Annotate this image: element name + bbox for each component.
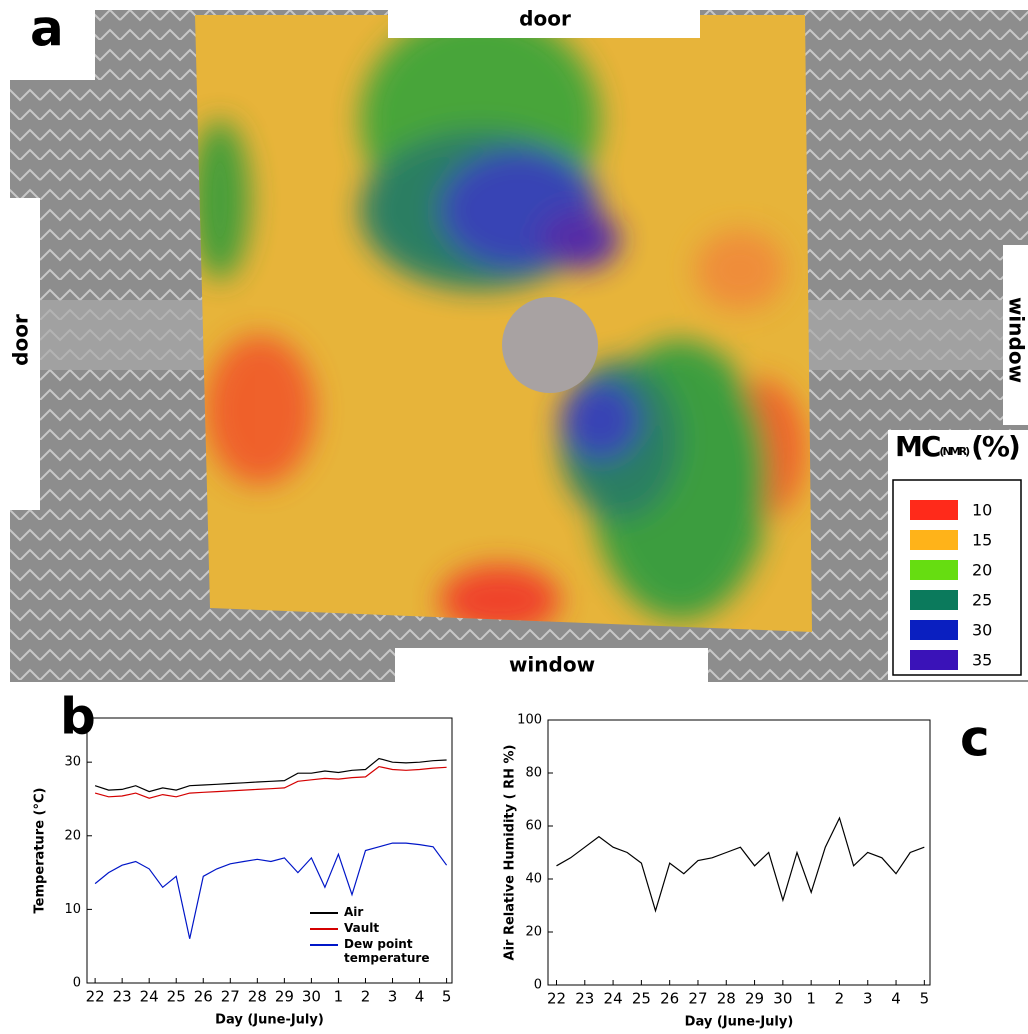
x-tick-label: 26 (194, 988, 213, 1006)
label-bg (0, 198, 40, 510)
x-tick-label: 27 (688, 990, 707, 1008)
map-label: window (509, 653, 595, 677)
legend-label: 35 (972, 651, 992, 670)
x-tick-label: 25 (632, 990, 651, 1008)
legend-swatch (910, 500, 958, 520)
panel-label: c (960, 710, 990, 768)
legend-entry: Dew point temperature (310, 937, 430, 965)
panel-label: a (30, 0, 64, 58)
x-tick-label: 23 (575, 990, 594, 1008)
x-tick-label: 24 (140, 988, 159, 1006)
x-tick-label: 22 (547, 990, 566, 1008)
y-tick-label: 20 (64, 828, 81, 843)
legend-swatch (910, 650, 958, 670)
x-tick-label: 5 (920, 990, 930, 1008)
legend-swatch (310, 944, 338, 946)
legend-swatch (910, 530, 958, 550)
x-tick-label: 30 (773, 990, 792, 1008)
map-label: window (1005, 297, 1028, 383)
x-tick-label: 22 (86, 988, 105, 1006)
legend-label: Air (344, 905, 364, 919)
label-bg (395, 648, 708, 685)
y-tick-label: 30 (64, 755, 81, 770)
x-axis-label: Day (June-July) (215, 1013, 324, 1028)
x-tick-label: 3 (863, 990, 873, 1008)
x-tick-label: 1 (806, 990, 816, 1008)
x-tick-label: 26 (660, 990, 679, 1008)
x-tick-label: 27 (221, 988, 240, 1006)
series-line (94, 842, 448, 939)
legend: Air Vault Dew point temperature (310, 905, 430, 967)
legend-title-main: MC (895, 430, 940, 463)
x-tick-label: 2 (361, 988, 371, 1006)
x-tick-label: 3 (388, 988, 398, 1006)
label-bg (388, 0, 700, 38)
moisture-overlay (195, 15, 812, 632)
label-bg (1003, 245, 1028, 425)
legend-entry: Air (310, 905, 422, 919)
x-axis-label: Day (June-July) (685, 1015, 794, 1030)
panel-label: b (60, 688, 96, 746)
x-tick-label: 30 (302, 988, 321, 1006)
legend-label: 30 (972, 621, 992, 640)
map-label: door (9, 314, 33, 366)
x-tick-label: 25 (167, 988, 186, 1006)
x-tick-label: 29 (275, 988, 294, 1006)
x-tick-label: 4 (415, 988, 425, 1006)
legend-label: 15 (972, 531, 992, 550)
legend-title: MC(NMR) (%) (895, 430, 1019, 463)
y-tick-label: 0 (73, 976, 81, 991)
legend-label: 25 (972, 591, 992, 610)
y-tick-label: 80 (525, 766, 542, 781)
x-tick-label: 29 (745, 990, 764, 1008)
plot-frame (86, 717, 453, 984)
x-tick-label: 1 (334, 988, 344, 1006)
legend-label: Vault (344, 921, 380, 935)
y-tick-label: 0 (534, 978, 542, 993)
legend-label: 20 (972, 561, 992, 580)
x-tick-label: 28 (717, 990, 736, 1008)
series-line (556, 816, 925, 913)
legend-entry: Vault (310, 921, 422, 935)
x-tick-label: 28 (248, 988, 267, 1006)
y-tick-label: 20 (525, 925, 542, 940)
y-axis-label: Temperature (°C) (33, 788, 48, 914)
y-tick-label: 60 (525, 819, 542, 834)
x-tick-label: 4 (891, 990, 901, 1008)
legend-swatch (910, 620, 958, 640)
x-tick-label: 2 (835, 990, 845, 1008)
x-tick-label: 5 (442, 988, 452, 1006)
y-tick-label: 10 (64, 902, 81, 917)
y-tick-label: 100 (517, 713, 542, 728)
series-line (94, 765, 447, 799)
series-line (94, 757, 447, 793)
legend-label: 10 (972, 501, 992, 520)
legend-title-unit: (%) (971, 430, 1019, 463)
map-label: door (519, 7, 571, 31)
legend-swatch (910, 590, 958, 610)
x-tick-label: 24 (604, 990, 623, 1008)
legend-title-sub: (NMR) (939, 445, 970, 458)
legend-swatch (910, 560, 958, 580)
pillar (502, 297, 598, 393)
plot-frame (547, 719, 931, 986)
legend-swatch (310, 928, 338, 930)
legend-label: Dew point temperature (344, 937, 430, 965)
y-tick-label: 40 (525, 872, 542, 887)
y-axis-label: Air Relative Humidity ( RH %) (503, 745, 518, 961)
legend-swatch (310, 912, 338, 914)
x-tick-label: 23 (113, 988, 132, 1006)
